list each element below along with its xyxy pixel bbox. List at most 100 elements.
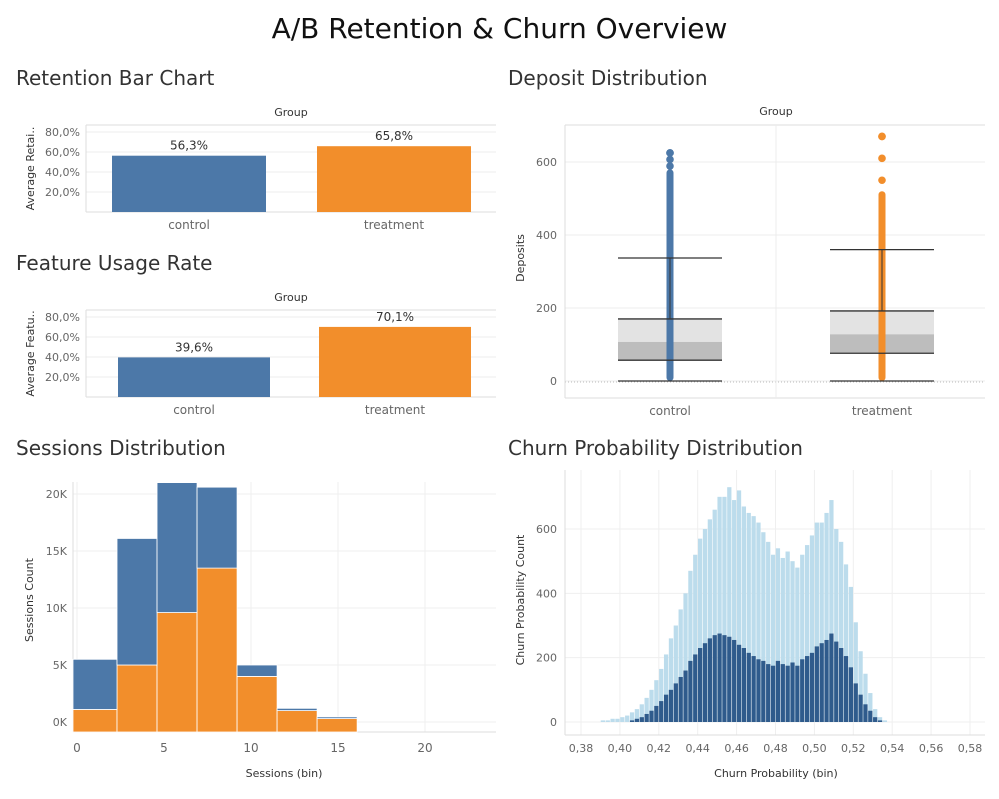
churn-bar-all (756, 522, 761, 722)
churn-bar-all (746, 512, 751, 722)
churn-bar-control (732, 639, 737, 722)
churn-bar-all (839, 541, 844, 722)
churn-bar-all (780, 557, 785, 722)
churn-bar-all (790, 561, 795, 722)
churn-xtick-label: 0,38 (569, 742, 594, 755)
churn-bar-all (804, 545, 810, 722)
sessions-bar-treatment (116, 664, 158, 733)
feature-x-category-label: treatment (365, 403, 425, 417)
churn-ytick-label: 600 (536, 523, 557, 536)
deposit-group-header: Group (759, 105, 793, 118)
churn-bar-control (858, 694, 863, 722)
churn-bar-all (775, 548, 781, 722)
sessions-ytick-label: 5K (53, 659, 68, 672)
sessions-bar-treatment (156, 612, 198, 733)
sessions-bar-control (316, 716, 358, 719)
sessions-x-axis-label: Sessions (bin) (246, 767, 323, 780)
churn-bar-all (668, 638, 674, 722)
churn-bar-all (693, 554, 698, 722)
churn-bar-control (668, 689, 674, 722)
churn-bar-control (663, 694, 669, 722)
churn-bar-all (795, 567, 800, 722)
churn-bar-all (770, 554, 776, 722)
sessions-xtick-label: 0 (73, 741, 81, 755)
feature-ytick-label: 60,0% (45, 331, 80, 344)
retention-value-label: 65,8% (375, 129, 413, 143)
churn-bar-control (790, 662, 795, 722)
churn-bar-control (853, 683, 858, 722)
churn-bar-control (873, 717, 878, 722)
feature-y-axis-label: Average Featu.. (24, 310, 37, 396)
churn-bar-control (688, 660, 693, 722)
churn-bar-control (809, 652, 815, 722)
churn-bar-control (751, 656, 756, 722)
churn-bar-control (795, 665, 800, 722)
sessions-bar-treatment (72, 709, 118, 733)
churn-bar-control (829, 633, 834, 722)
churn-bar-control (770, 665, 776, 722)
churn-bar-control (775, 660, 781, 722)
deposit-outlier-point (878, 154, 886, 163)
churn-bar-all (727, 487, 732, 722)
sessions-ytick-label: 20K (46, 488, 68, 501)
deposit-ytick-label: 200 (536, 302, 557, 315)
churn-bar-control (824, 639, 829, 722)
churn-bar-control (785, 665, 790, 722)
churn-bar-control (834, 641, 839, 722)
feature-value-label: 70,1% (376, 310, 414, 324)
deposit-ytick-label: 400 (536, 229, 557, 242)
churn-bar-all (741, 506, 747, 722)
churn-xtick-label: 0,58 (958, 742, 983, 755)
churn-bar-control (634, 718, 640, 722)
churn-bar-all (644, 697, 649, 722)
churn-bar-all (712, 509, 717, 722)
churn-bar-control (839, 648, 844, 722)
churn-bar-all (824, 512, 829, 722)
churn-bar-all (766, 541, 771, 722)
churn-bar-all (868, 693, 873, 722)
churn-bar-control (736, 644, 742, 722)
feature-bar-treatment (319, 326, 471, 397)
deposit-x-category-label: control (649, 404, 691, 418)
churn-bar-control (649, 710, 654, 722)
retention-x-category-label: control (168, 218, 210, 232)
churn-bar-control (707, 638, 712, 722)
sessions-y-axis-label: Sessions Count (23, 557, 36, 642)
deposit-outlier-point (878, 176, 886, 185)
churn-bar-all (863, 673, 868, 722)
feature-bar-control (118, 357, 270, 397)
churn-bar-all (873, 709, 878, 722)
churn-xtick-label: 0,46 (724, 742, 749, 755)
feature-x-category-label: control (173, 403, 215, 417)
churn-bar-all (736, 490, 742, 722)
churn-bar-control (683, 670, 688, 722)
churn-bar-all (829, 500, 834, 722)
sessions-bar-control (72, 658, 118, 710)
churn-bar-control (654, 705, 659, 722)
sessions-bar-treatment (276, 710, 318, 733)
churn-xtick-label: 0,40 (608, 742, 633, 755)
retention-bar-treatment (317, 146, 471, 212)
churn-bar-control (702, 643, 708, 722)
churn-bar-all (620, 717, 625, 722)
churn-x-axis-label: Churn Probability (bin) (714, 767, 838, 780)
churn-bar-all (717, 496, 722, 722)
deposit-max-point (878, 132, 886, 141)
feature-ytick-label: 40,0% (45, 351, 80, 364)
churn-bar-all (625, 715, 630, 722)
churn-bar-all (843, 564, 849, 722)
sessions-bar-control (236, 664, 278, 677)
retention-ytick-label: 80,0% (45, 126, 80, 139)
churn-bar-all (809, 535, 815, 722)
churn-bar-all (761, 532, 766, 722)
deposit-outlier-point (666, 162, 674, 170)
deposit-y-axis-label: Deposits (514, 234, 527, 282)
churn-bar-control (804, 656, 810, 722)
churn-bar-control (722, 635, 727, 722)
sessions-bar-treatment (316, 718, 358, 733)
churn-xtick-label: 0,44 (685, 742, 710, 755)
churn-section-title: Churn Probability Distribution (508, 436, 803, 460)
churn-bar-control (800, 659, 805, 722)
churn-bar-control (644, 713, 649, 722)
